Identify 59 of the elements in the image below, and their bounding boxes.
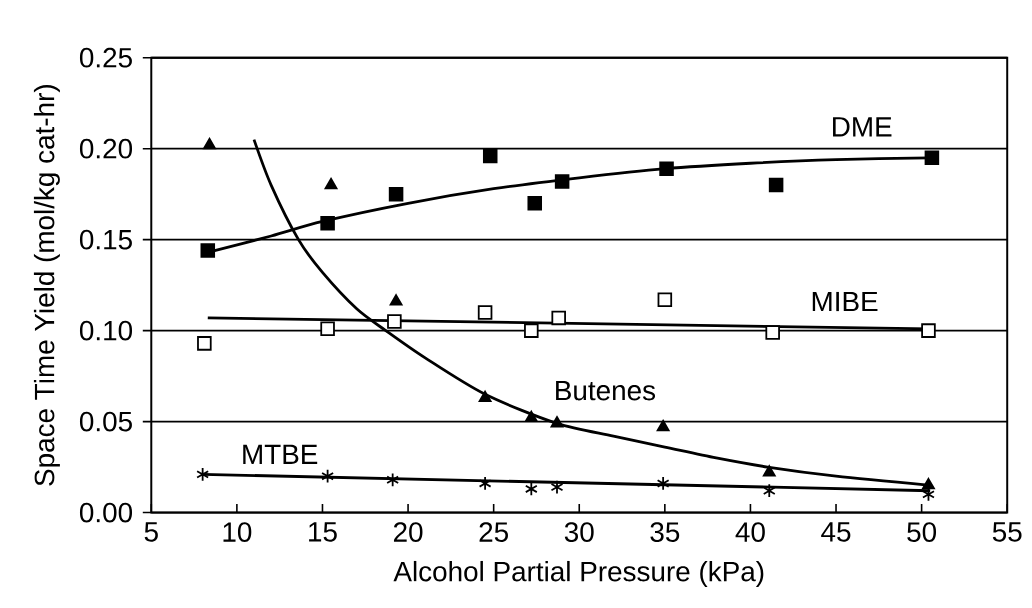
- point: [524, 410, 538, 422]
- point: [527, 195, 543, 211]
- point: [924, 150, 940, 166]
- series-label: Butenes: [556, 380, 656, 401]
- point: [550, 416, 564, 428]
- x-tick-label: 20: [393, 522, 423, 542]
- point: [922, 487, 935, 502]
- series-label: MTBE: [243, 444, 318, 464]
- x-tick-label: 45: [821, 522, 851, 542]
- point: [524, 481, 538, 497]
- point: [203, 137, 216, 150]
- point: [389, 294, 403, 306]
- x-tick-label: 15: [309, 522, 337, 542]
- x-tick-label: 30: [564, 522, 594, 542]
- y-tick-label: 0.25: [79, 47, 132, 68]
- point: [321, 468, 335, 484]
- x-tick-label: 10: [223, 522, 252, 542]
- point: [550, 479, 564, 495]
- point: [762, 483, 776, 498]
- point: [320, 215, 335, 231]
- y-tick-label: 0.05: [79, 411, 132, 432]
- point: [478, 390, 492, 402]
- y-tick-label: 0.00: [79, 502, 133, 523]
- point: [478, 476, 492, 491]
- x-tick-label: 50: [907, 522, 937, 542]
- point: [320, 321, 335, 337]
- y-tick-label: 0.20: [79, 138, 133, 159]
- point: [922, 477, 935, 490]
- point: [921, 323, 936, 338]
- point: [551, 310, 566, 326]
- point: [196, 467, 210, 482]
- series-label: DME: [833, 117, 892, 137]
- point: [554, 174, 570, 189]
- point: [386, 472, 400, 488]
- point: [387, 314, 402, 329]
- point: [656, 419, 670, 432]
- point: [197, 336, 212, 351]
- x-tick-label: 5: [144, 522, 158, 542]
- point: [477, 305, 493, 320]
- x-axis-title: Alcohol Partial Pressure (kPa): [393, 560, 764, 587]
- x-tick-label: 55: [992, 522, 1022, 542]
- point: [524, 323, 539, 338]
- point: [324, 177, 338, 190]
- series-label: MIBE: [812, 291, 878, 312]
- point: [768, 177, 784, 193]
- point: [388, 186, 404, 202]
- point: [762, 465, 776, 477]
- point: [200, 243, 216, 258]
- y-tick-label: 0.15: [79, 229, 132, 250]
- point: [659, 161, 674, 176]
- point: [656, 476, 670, 491]
- y-tick-label: 0.10: [79, 320, 133, 341]
- point: [657, 292, 673, 307]
- point: [482, 148, 498, 164]
- y-axis-title: Space Time Yield (mol/kg cat-hr): [33, 85, 60, 486]
- point: [765, 325, 780, 340]
- x-tick-label: 35: [650, 522, 680, 542]
- x-tick-label: 25: [479, 522, 508, 542]
- x-tick-label: 40: [735, 522, 765, 542]
